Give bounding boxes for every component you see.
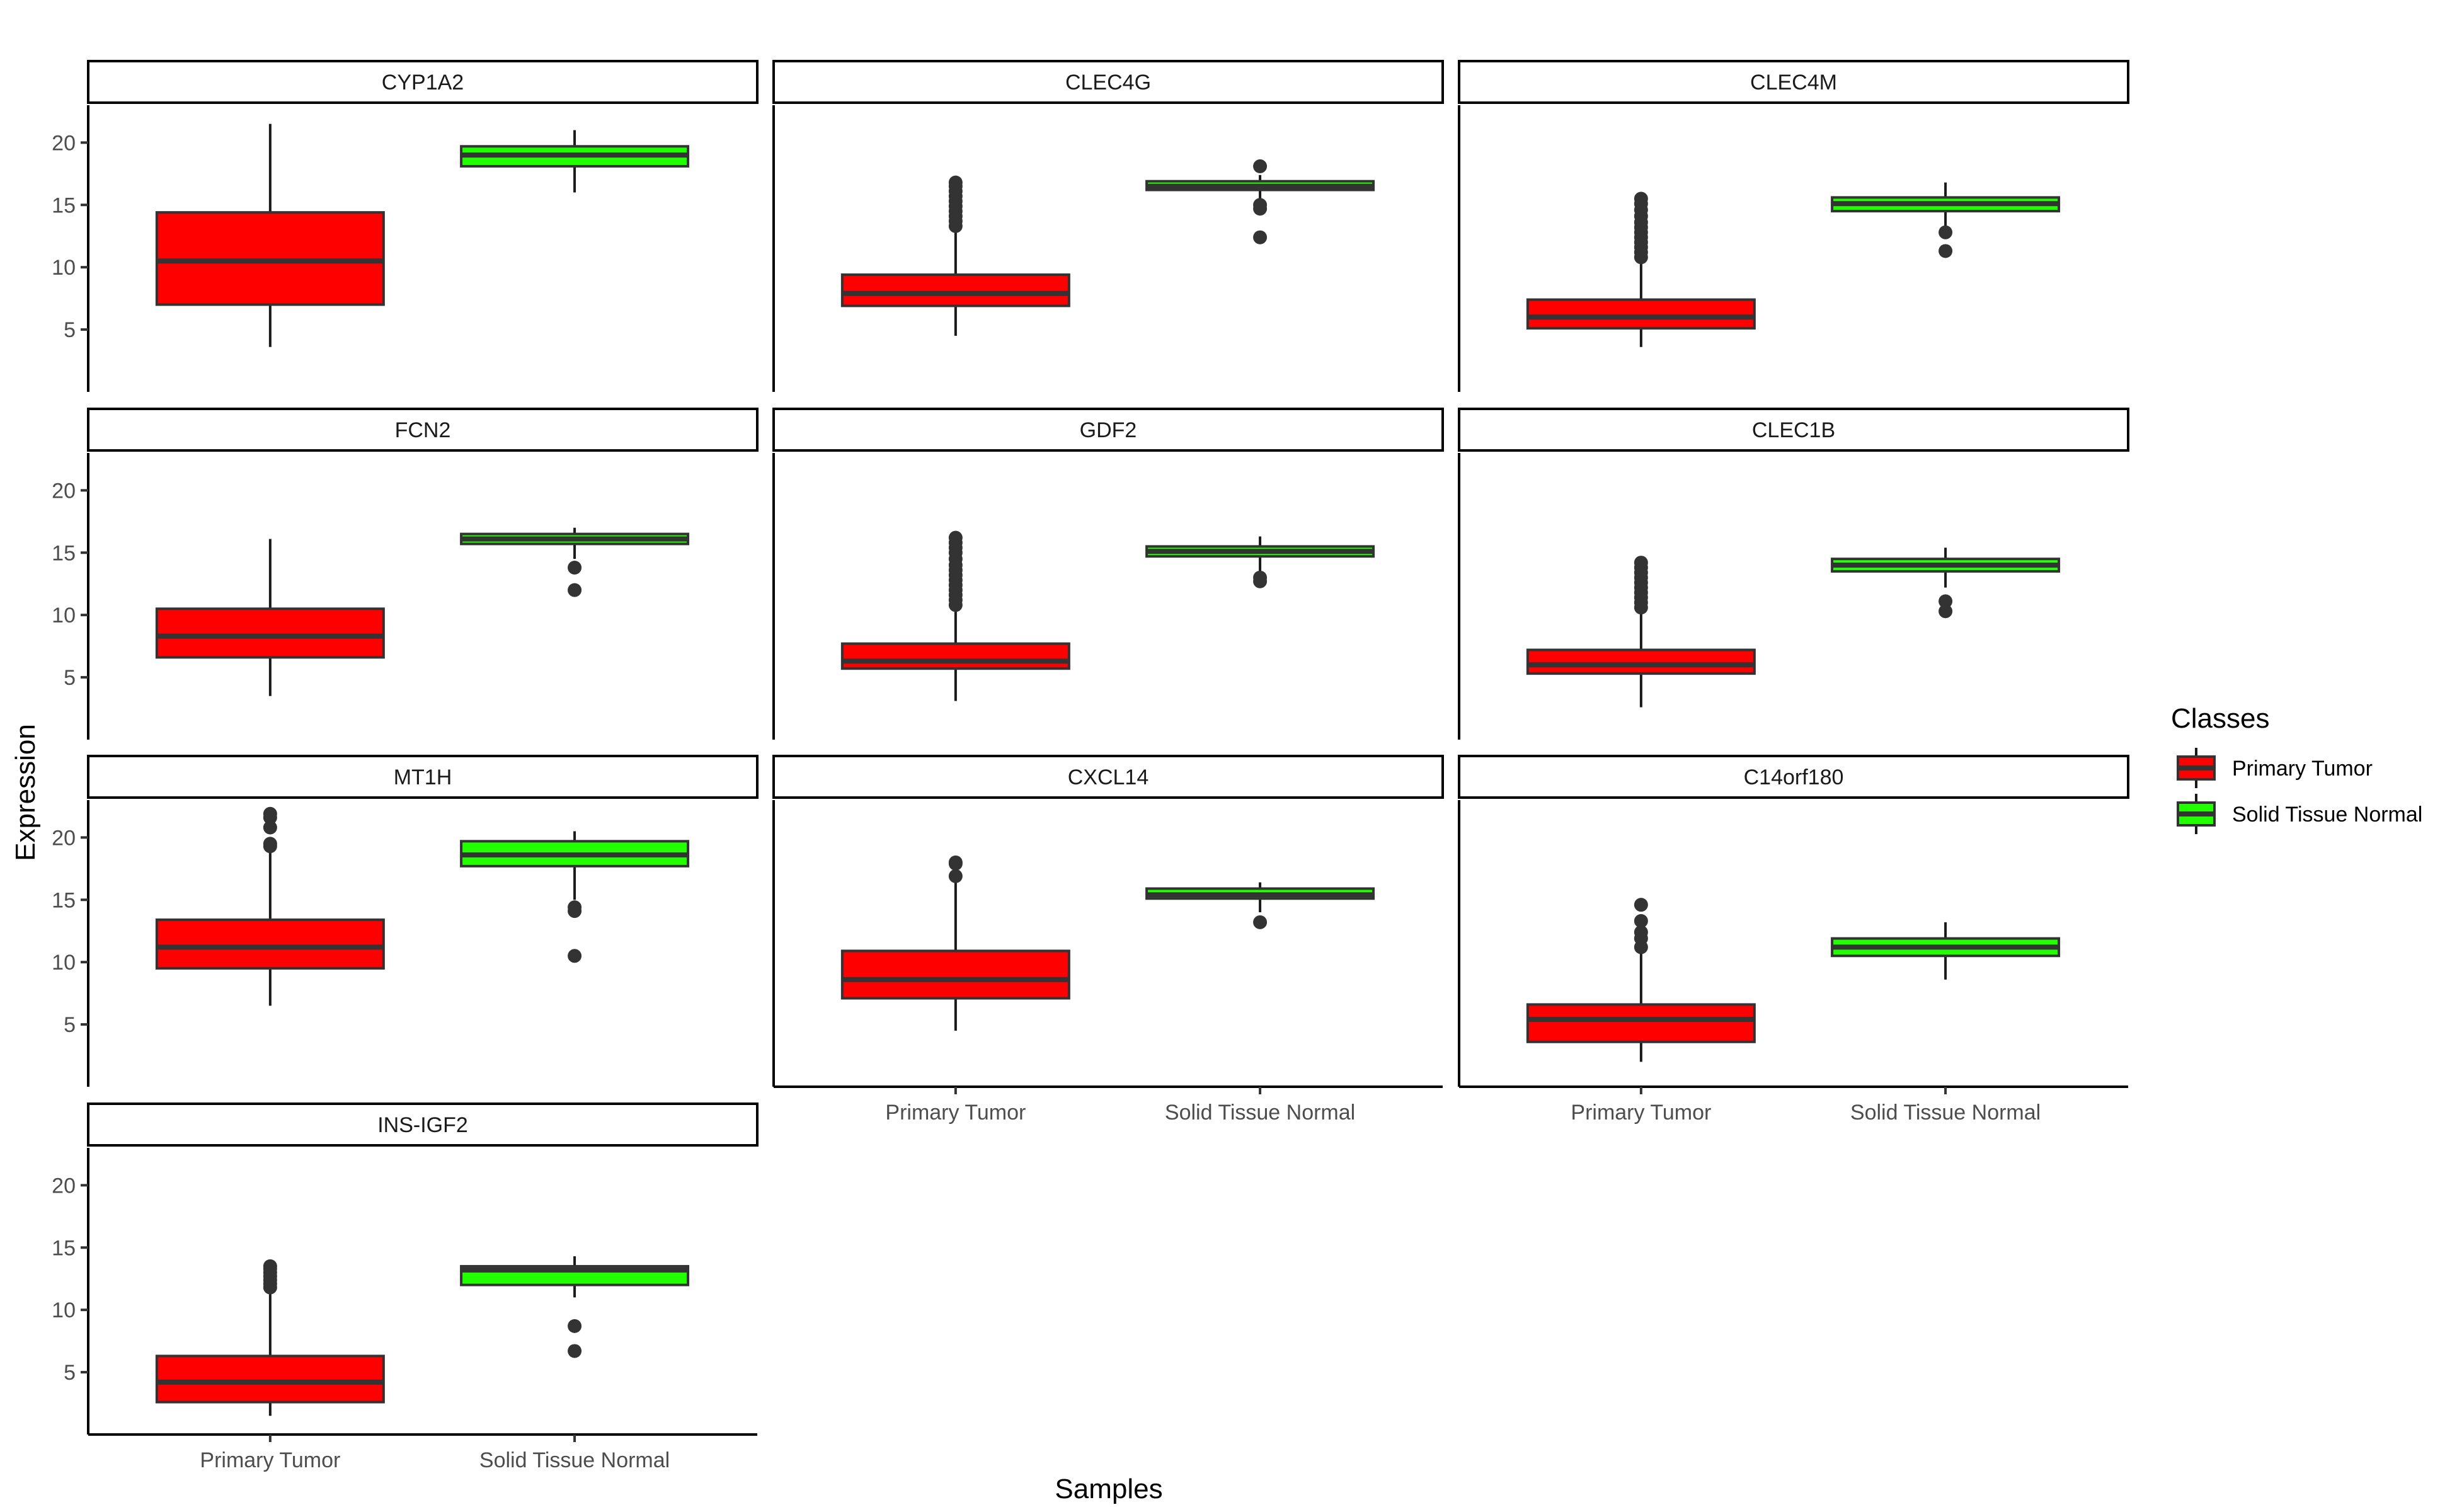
outlier-point [948, 530, 963, 545]
outlier-point [568, 904, 582, 919]
strip-label: CLEC1B [1752, 418, 1835, 442]
strip-label: CYP1A2 [382, 71, 464, 94]
strip-label: CXCL14 [1068, 765, 1149, 789]
x-tick-label: Primary Tumor [1571, 1101, 1711, 1125]
outlier-point [1634, 192, 1648, 206]
legend-title: Classes [2171, 703, 2270, 734]
strip-mt1h [87, 755, 759, 799]
y-tick-label: 20 [52, 1174, 76, 1198]
outlier-point [948, 855, 963, 869]
outlier-point [1634, 898, 1648, 912]
outlier-point [948, 869, 963, 883]
outlier-point [263, 837, 277, 851]
x-axis-title: Samples [1055, 1474, 1162, 1504]
strip-label: CLEC4G [1065, 71, 1151, 94]
y-axis-title: Expression [10, 724, 41, 861]
outlier-point [1634, 556, 1648, 570]
box-primary-tumor [840, 642, 1070, 670]
x-tick-label: Primary Tumor [200, 1448, 340, 1472]
outlier-point [263, 820, 277, 835]
y-tick-label: 10 [52, 604, 76, 627]
y-tick-label: 20 [52, 479, 76, 503]
strip-clec4m [1458, 60, 2129, 104]
box-primary-tumor [1526, 648, 1756, 675]
x-tick-label: Primary Tumor [885, 1101, 1026, 1125]
y-tick-label: 15 [52, 193, 76, 217]
outlier-point [1939, 594, 1953, 609]
strip-cxcl14 [772, 755, 1444, 799]
y-tick-label: 10 [52, 951, 76, 975]
strip-cyp1a2 [87, 60, 759, 104]
outlier-point [568, 561, 582, 575]
strip-label: C14orf180 [1744, 765, 1844, 789]
y-tick-label: 5 [64, 1013, 76, 1037]
strip-fcn2 [87, 408, 759, 452]
y-tick-label: 10 [52, 1298, 76, 1322]
outlier-point [1939, 244, 1953, 258]
box-primary-tumor [840, 273, 1070, 307]
y-tick-label: 5 [64, 1361, 76, 1385]
y-tick-label: 5 [64, 666, 76, 690]
legend-label: Primary Tumor [2232, 757, 2373, 781]
x-tick-label: Solid Tissue Normal [1850, 1101, 2041, 1125]
outlier-point [1634, 914, 1648, 928]
y-tick-label: 15 [52, 1236, 76, 1260]
outlier-point [1253, 574, 1268, 588]
outlier-point [1253, 915, 1268, 929]
strip-c14orf180 [1458, 755, 2129, 799]
box-primary-tumor [155, 607, 385, 659]
outlier-point [1634, 925, 1648, 939]
y-tick-label: 10 [52, 256, 76, 280]
legend-label: Solid Tissue Normal [2232, 803, 2422, 827]
outlier-point [1939, 225, 1953, 239]
strip-label: CLEC4M [1750, 71, 1837, 94]
y-tick-label: 20 [52, 826, 76, 850]
outlier-point [948, 175, 963, 190]
outlier-point [568, 583, 582, 597]
strip-label: MT1H [394, 765, 452, 789]
outlier-point [1939, 604, 1953, 619]
outlier-point [263, 806, 277, 821]
x-tick-label: Solid Tissue Normal [1165, 1101, 1355, 1125]
outlier-point [263, 1259, 277, 1273]
outlier-point [568, 1344, 582, 1358]
box-primary-tumor [155, 1354, 385, 1404]
y-tick-label: 20 [52, 131, 76, 155]
strip-label: INS-IGF2 [377, 1113, 468, 1137]
strip-label: FCN2 [395, 418, 451, 442]
outlier-point [568, 949, 582, 963]
strip-ins-igf2 [87, 1102, 759, 1147]
box-primary-tumor [155, 918, 385, 970]
box-primary-tumor [1526, 1003, 1756, 1043]
outlier-point [568, 1319, 582, 1333]
strip-label: GDF2 [1080, 418, 1137, 442]
box-primary-tumor [840, 949, 1070, 1000]
strip-gdf2 [772, 408, 1444, 452]
y-tick-label: 5 [64, 318, 76, 342]
outlier-point [1253, 202, 1268, 216]
strip-clec4g [772, 60, 1444, 104]
y-tick-label: 15 [52, 541, 76, 565]
y-tick-label: 15 [52, 888, 76, 912]
x-tick-label: Solid Tissue Normal [479, 1448, 670, 1472]
box-primary-tumor [1526, 298, 1756, 330]
strip-clec1b [1458, 408, 2129, 452]
outlier-point [1253, 159, 1268, 173]
outlier-point [1253, 230, 1268, 244]
